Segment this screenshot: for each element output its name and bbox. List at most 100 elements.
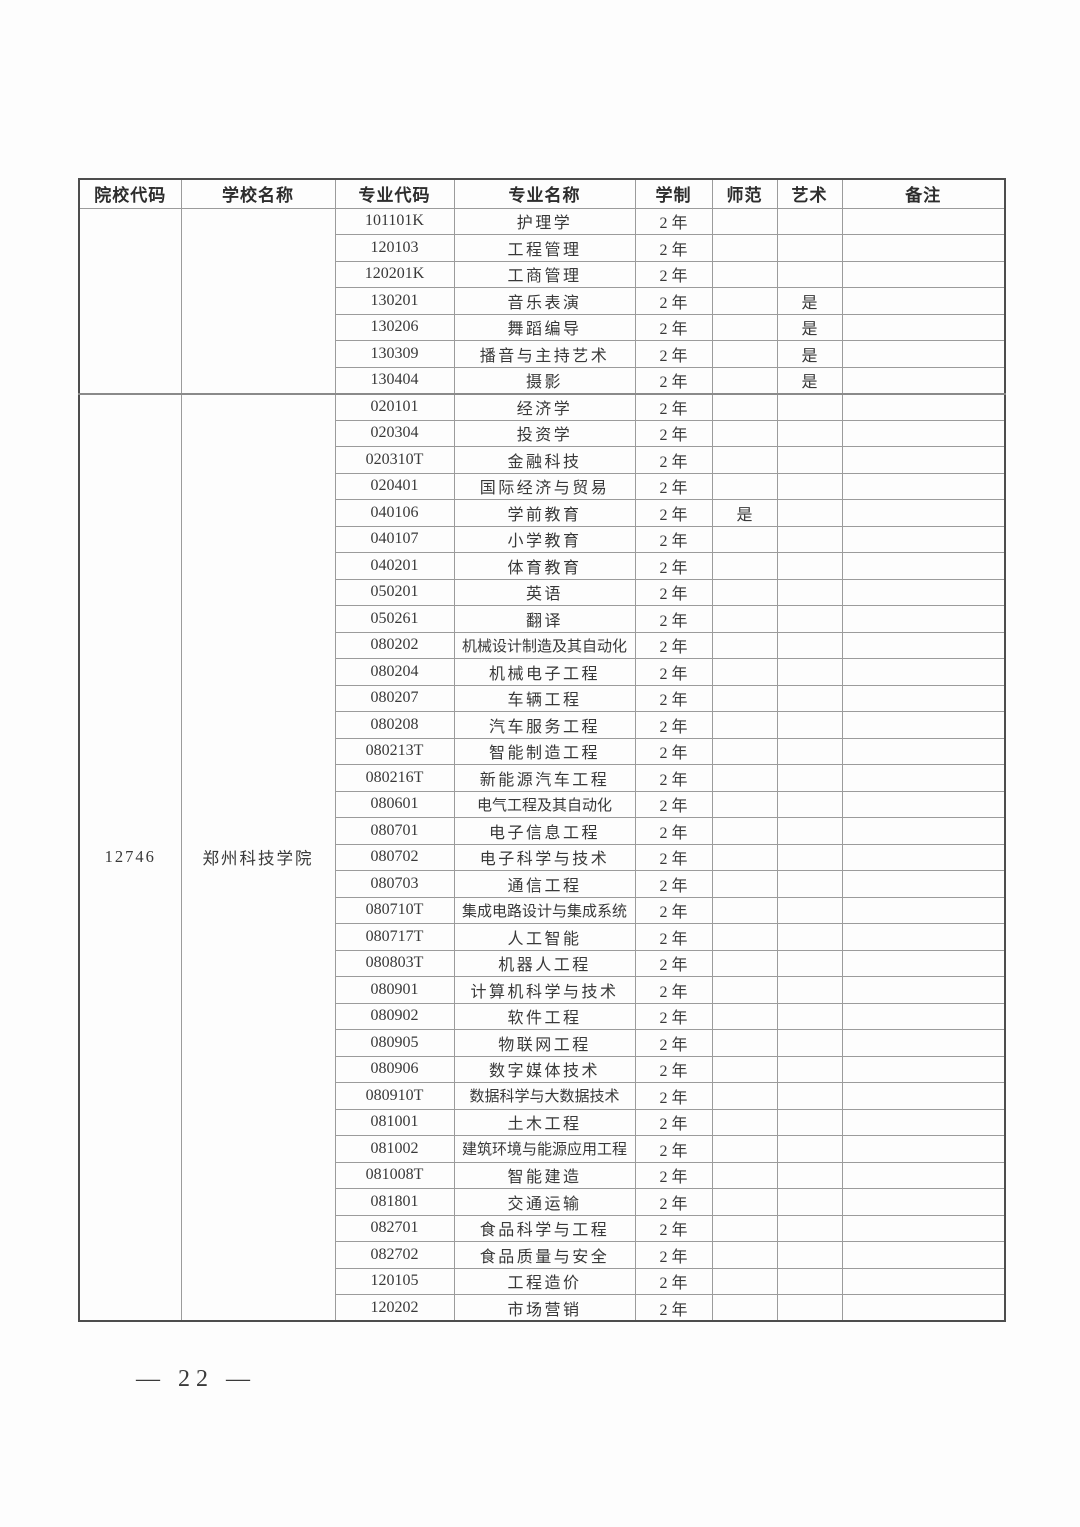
art-cell (776, 552, 843, 580)
major-name-cell: 投资学 (453, 419, 636, 447)
duration-cell: 2 年 (634, 1267, 713, 1295)
major-name-cell: 市场营销 (453, 1294, 636, 1322)
major-name-cell: 英语 (453, 578, 636, 606)
remark-cell (841, 949, 1006, 977)
table-row: 020401 国际经济与贸易 2 年 (79, 472, 1006, 500)
header-row: 院校代码 学校名称 专业代码 专业名称 学制 师范 艺术 备注 (78, 178, 1006, 209)
major-code-cell: 080902 (334, 1002, 455, 1030)
normal-cell (711, 817, 778, 845)
table-body: 101101K 护理学 2 年 120103 工程管理 2 年 120201K 工商管理 2 年… (78, 207, 1006, 1322)
normal-cell (711, 366, 778, 394)
normal-cell (711, 1214, 778, 1242)
normal-cell (711, 1294, 778, 1322)
duration-cell: 2 年 (634, 392, 713, 421)
table-row: 080701 电子信息工程 2 年 (79, 817, 1006, 845)
remark-cell (841, 499, 1006, 527)
duration-cell: 2 年 (634, 658, 713, 686)
major-code-cell: 081008T (334, 1161, 455, 1189)
duration-cell: 2 年 (634, 817, 713, 845)
major-code-cell: 080208 (334, 711, 455, 739)
duration-cell: 2 年 (634, 1241, 713, 1269)
major-name-cell: 通信工程 (453, 870, 636, 898)
duration-cell: 2 年 (634, 631, 713, 659)
art-cell (776, 578, 843, 606)
column-header-remark: 备注 (841, 178, 1006, 209)
art-cell (776, 1082, 843, 1110)
duration-cell: 2 年 (634, 764, 713, 792)
normal-cell (711, 260, 778, 288)
major-code-cell: 081801 (334, 1188, 455, 1216)
table-row: 130201 音乐表演 2 年 是 (79, 287, 1006, 315)
normal-cell (711, 287, 778, 315)
table-row: 081002 建筑环境与能源应用工程 2 年 (79, 1135, 1006, 1163)
major-code-cell: 120105 (334, 1267, 455, 1295)
major-name-cell: 数据科学与大数据技术 (453, 1082, 636, 1110)
duration-cell: 2 年 (634, 446, 713, 474)
major-code-cell: 050261 (334, 605, 455, 633)
table-row: 101101K 护理学 2 年 (78, 207, 1006, 394)
major-code-cell: 080701 (334, 817, 455, 845)
major-code-cell: 081002 (334, 1135, 455, 1163)
normal-cell (711, 1002, 778, 1030)
remark-cell (841, 446, 1006, 474)
duration-cell: 2 年 (634, 234, 713, 262)
duration-cell: 2 年 (634, 287, 713, 315)
table-row: 050261 翻译 2 年 (79, 605, 1006, 633)
major-code-cell: 120201K (334, 260, 455, 288)
remark-cell (841, 843, 1006, 871)
art-cell (776, 843, 843, 871)
table-header: 院校代码 学校名称 专业代码 专业名称 学制 师范 艺术 备注 (78, 178, 1006, 209)
normal-cell (711, 790, 778, 818)
remark-cell (841, 1241, 1006, 1269)
duration-cell: 2 年 (634, 472, 713, 500)
normal-cell (711, 552, 778, 580)
duration-cell: 2 年 (634, 843, 713, 871)
table-row: 080906 数字媒体技术 2 年 (79, 1055, 1006, 1083)
major-name-cell: 电子信息工程 (453, 817, 636, 845)
duration-cell: 2 年 (634, 1214, 713, 1242)
major-name-cell: 学前教育 (453, 499, 636, 527)
major-name-cell: 物联网工程 (453, 1029, 636, 1057)
major-name-cell: 机械设计制造及其自动化 (453, 631, 636, 659)
duration-cell: 2 年 (634, 1108, 713, 1136)
duration-cell: 2 年 (634, 870, 713, 898)
normal-cell (711, 207, 778, 235)
duration-cell: 2 年 (634, 1082, 713, 1110)
normal-cell (711, 1135, 778, 1163)
remark-cell (841, 1082, 1006, 1110)
remark-cell (841, 313, 1006, 341)
majors-table: 院校代码 学校名称 专业代码 专业名称 学制 师范 艺术 备注 101101K 护… (78, 178, 1006, 1322)
table-row: 120105 工程造价 2 年 (79, 1267, 1006, 1295)
normal-cell (711, 711, 778, 739)
column-header-major-code: 专业代码 (334, 178, 455, 209)
major-code-cell: 080703 (334, 870, 455, 898)
remark-cell (841, 1029, 1006, 1057)
major-name-cell: 食品质量与安全 (453, 1241, 636, 1269)
major-name-cell: 集成电路设计与集成系统 (453, 896, 636, 924)
major-name-cell: 智能制造工程 (453, 737, 636, 765)
major-name-cell: 金融科技 (453, 446, 636, 474)
column-header-school-name: 学校名称 (180, 178, 336, 209)
art-cell (776, 764, 843, 792)
remark-cell (841, 340, 1006, 368)
normal-cell (711, 446, 778, 474)
table-row: 120202 市场营销 2 年 (79, 1294, 1006, 1322)
art-cell (776, 870, 843, 898)
duration-cell: 2 年 (634, 923, 713, 951)
remark-cell (841, 896, 1006, 924)
art-cell (776, 1188, 843, 1216)
art-cell (776, 525, 843, 553)
duration-cell: 2 年 (634, 1294, 713, 1322)
art-cell (776, 207, 843, 235)
table-row: 080901 计算机科学与技术 2 年 (79, 976, 1006, 1004)
remark-cell (841, 1188, 1006, 1216)
art-cell (776, 392, 843, 421)
remark-cell (841, 1055, 1006, 1083)
table-row: 081008T 智能建造 2 年 (79, 1161, 1006, 1189)
major-code-cell: 020310T (334, 446, 455, 474)
major-code-cell: 080204 (334, 658, 455, 686)
major-code-cell: 080717T (334, 923, 455, 951)
remark-cell (841, 472, 1006, 500)
major-name-cell: 软件工程 (453, 1002, 636, 1030)
table-row: 050201 英语 2 年 (79, 578, 1006, 606)
